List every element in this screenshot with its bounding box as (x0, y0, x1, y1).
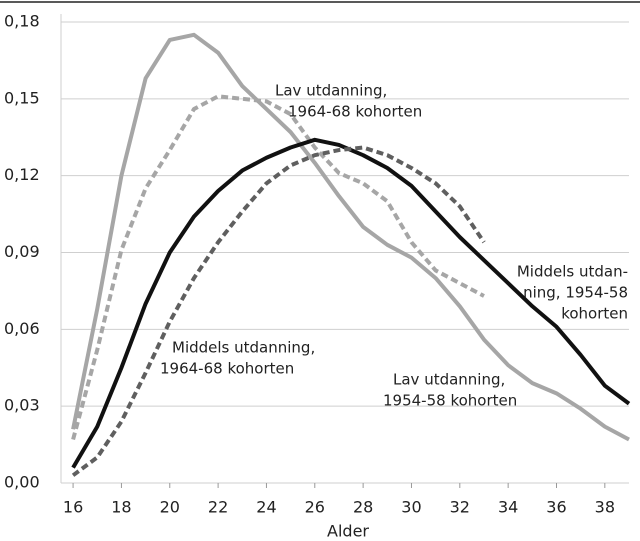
series-label: Middels utdanning, (172, 339, 315, 357)
y-tick-label: 0,12 (4, 165, 40, 184)
series-label: 1964-68 kohorten (288, 103, 422, 121)
series-line (71, 94, 485, 440)
y-tick-label: 0,00 (4, 473, 40, 492)
y-tick-label: 0,06 (4, 319, 40, 338)
series-line (71, 145, 486, 477)
x-tick-label: 34 (498, 498, 518, 517)
series-label: Lav utdanning, (393, 371, 505, 389)
series-line (71, 137, 631, 469)
x-tick-label: 36 (546, 498, 566, 517)
x-axis-label: Alder (327, 522, 369, 541)
x-tick-label: 20 (160, 498, 180, 517)
series-label: 1954-58 kohorten (383, 392, 517, 410)
series-label: Lav utdanning, (275, 82, 387, 100)
series-label: 1964-68 kohorten (160, 360, 294, 378)
x-tick-label: 22 (208, 498, 228, 517)
y-tick-label: 0,18 (4, 12, 40, 31)
series-label: Middels utdan- (517, 263, 628, 281)
y-tick-label: 0,03 (4, 396, 40, 415)
x-tick-label: 16 (63, 498, 83, 517)
series-label: ning, 1954-58 (523, 284, 628, 302)
x-tick-label: 26 (305, 498, 325, 517)
x-tick-label: 32 (450, 498, 470, 517)
x-tick-label: 18 (111, 498, 131, 517)
x-tick-label: 30 (401, 498, 421, 517)
y-tick-label: 0,09 (4, 242, 40, 261)
y-tick-label: 0,15 (4, 88, 40, 107)
x-tick-label: 38 (595, 498, 615, 517)
series-line (71, 32, 630, 442)
x-tick-label: 28 (353, 498, 373, 517)
series-label: kohorten (561, 305, 628, 323)
x-tick-label: 24 (256, 498, 276, 517)
